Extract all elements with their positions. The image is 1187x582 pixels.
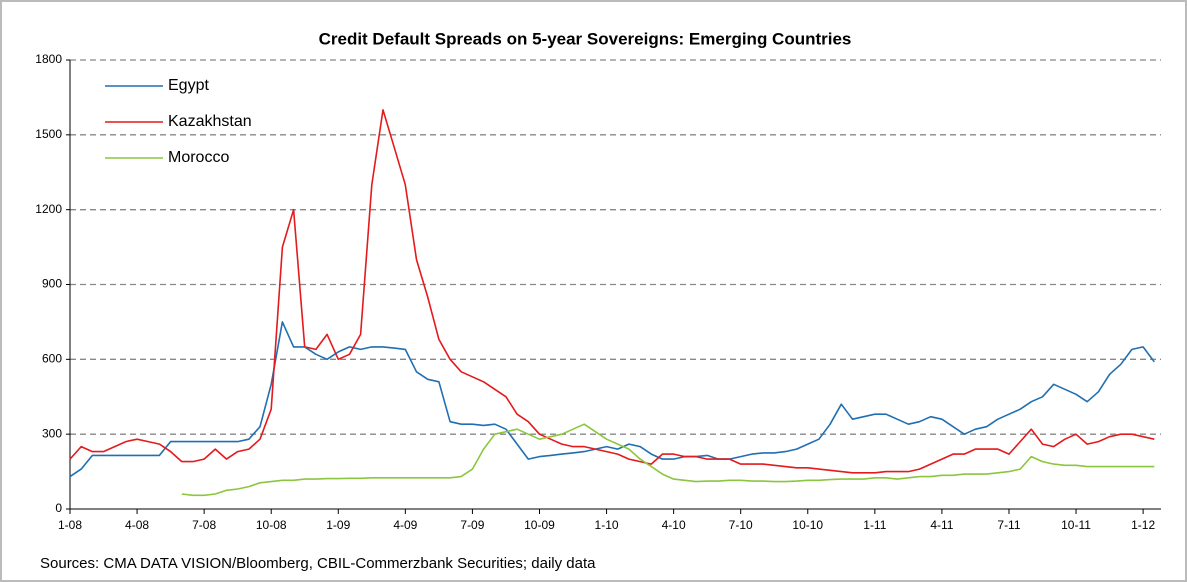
source-note: Sources: CMA DATA VISION/Bloomberg, CBIL… [40, 555, 596, 572]
series-line [181, 423, 1155, 497]
x-tick-label: 1-11 [863, 518, 886, 532]
x-tick-label: 10-11 [1061, 518, 1091, 532]
series-line [69, 321, 1155, 478]
series-line [69, 109, 1155, 474]
x-tick-label: 1-12 [1131, 518, 1155, 532]
x-tick-label: 10-08 [256, 518, 287, 532]
x-tick-label: 4-11 [930, 518, 953, 532]
x-tick-label: 1-09 [326, 518, 350, 532]
x-tick-label: 7-11 [997, 518, 1020, 532]
y-tick-label: 900 [42, 277, 62, 291]
legend-label: Kazakhstan [168, 113, 252, 130]
y-tick-label: 300 [42, 426, 62, 440]
x-tick-label: 4-10 [662, 518, 686, 532]
x-tick-label: 1-08 [58, 518, 82, 532]
x-tick-label: 4-08 [125, 518, 149, 532]
legend-label: Egypt [168, 77, 209, 94]
x-tick-label: 7-08 [192, 518, 216, 532]
x-tick-label: 7-09 [460, 518, 484, 532]
y-tick-label: 1200 [35, 202, 62, 216]
x-tick-label: 10-09 [524, 518, 555, 532]
legend-label: Morocco [168, 149, 229, 166]
y-tick-label: 0 [55, 501, 62, 515]
y-tick-label: 600 [42, 352, 62, 366]
x-tick-label: 4-09 [393, 518, 417, 532]
x-tick-label: 7-10 [729, 518, 753, 532]
y-tick-label: 1500 [35, 127, 62, 141]
chart-title: Credit Default Spreads on 5-year Soverei… [319, 29, 852, 48]
x-tick-label: 1-10 [595, 518, 619, 532]
y-tick-label: 1800 [35, 52, 62, 66]
x-tick-label: 10-10 [792, 518, 823, 532]
